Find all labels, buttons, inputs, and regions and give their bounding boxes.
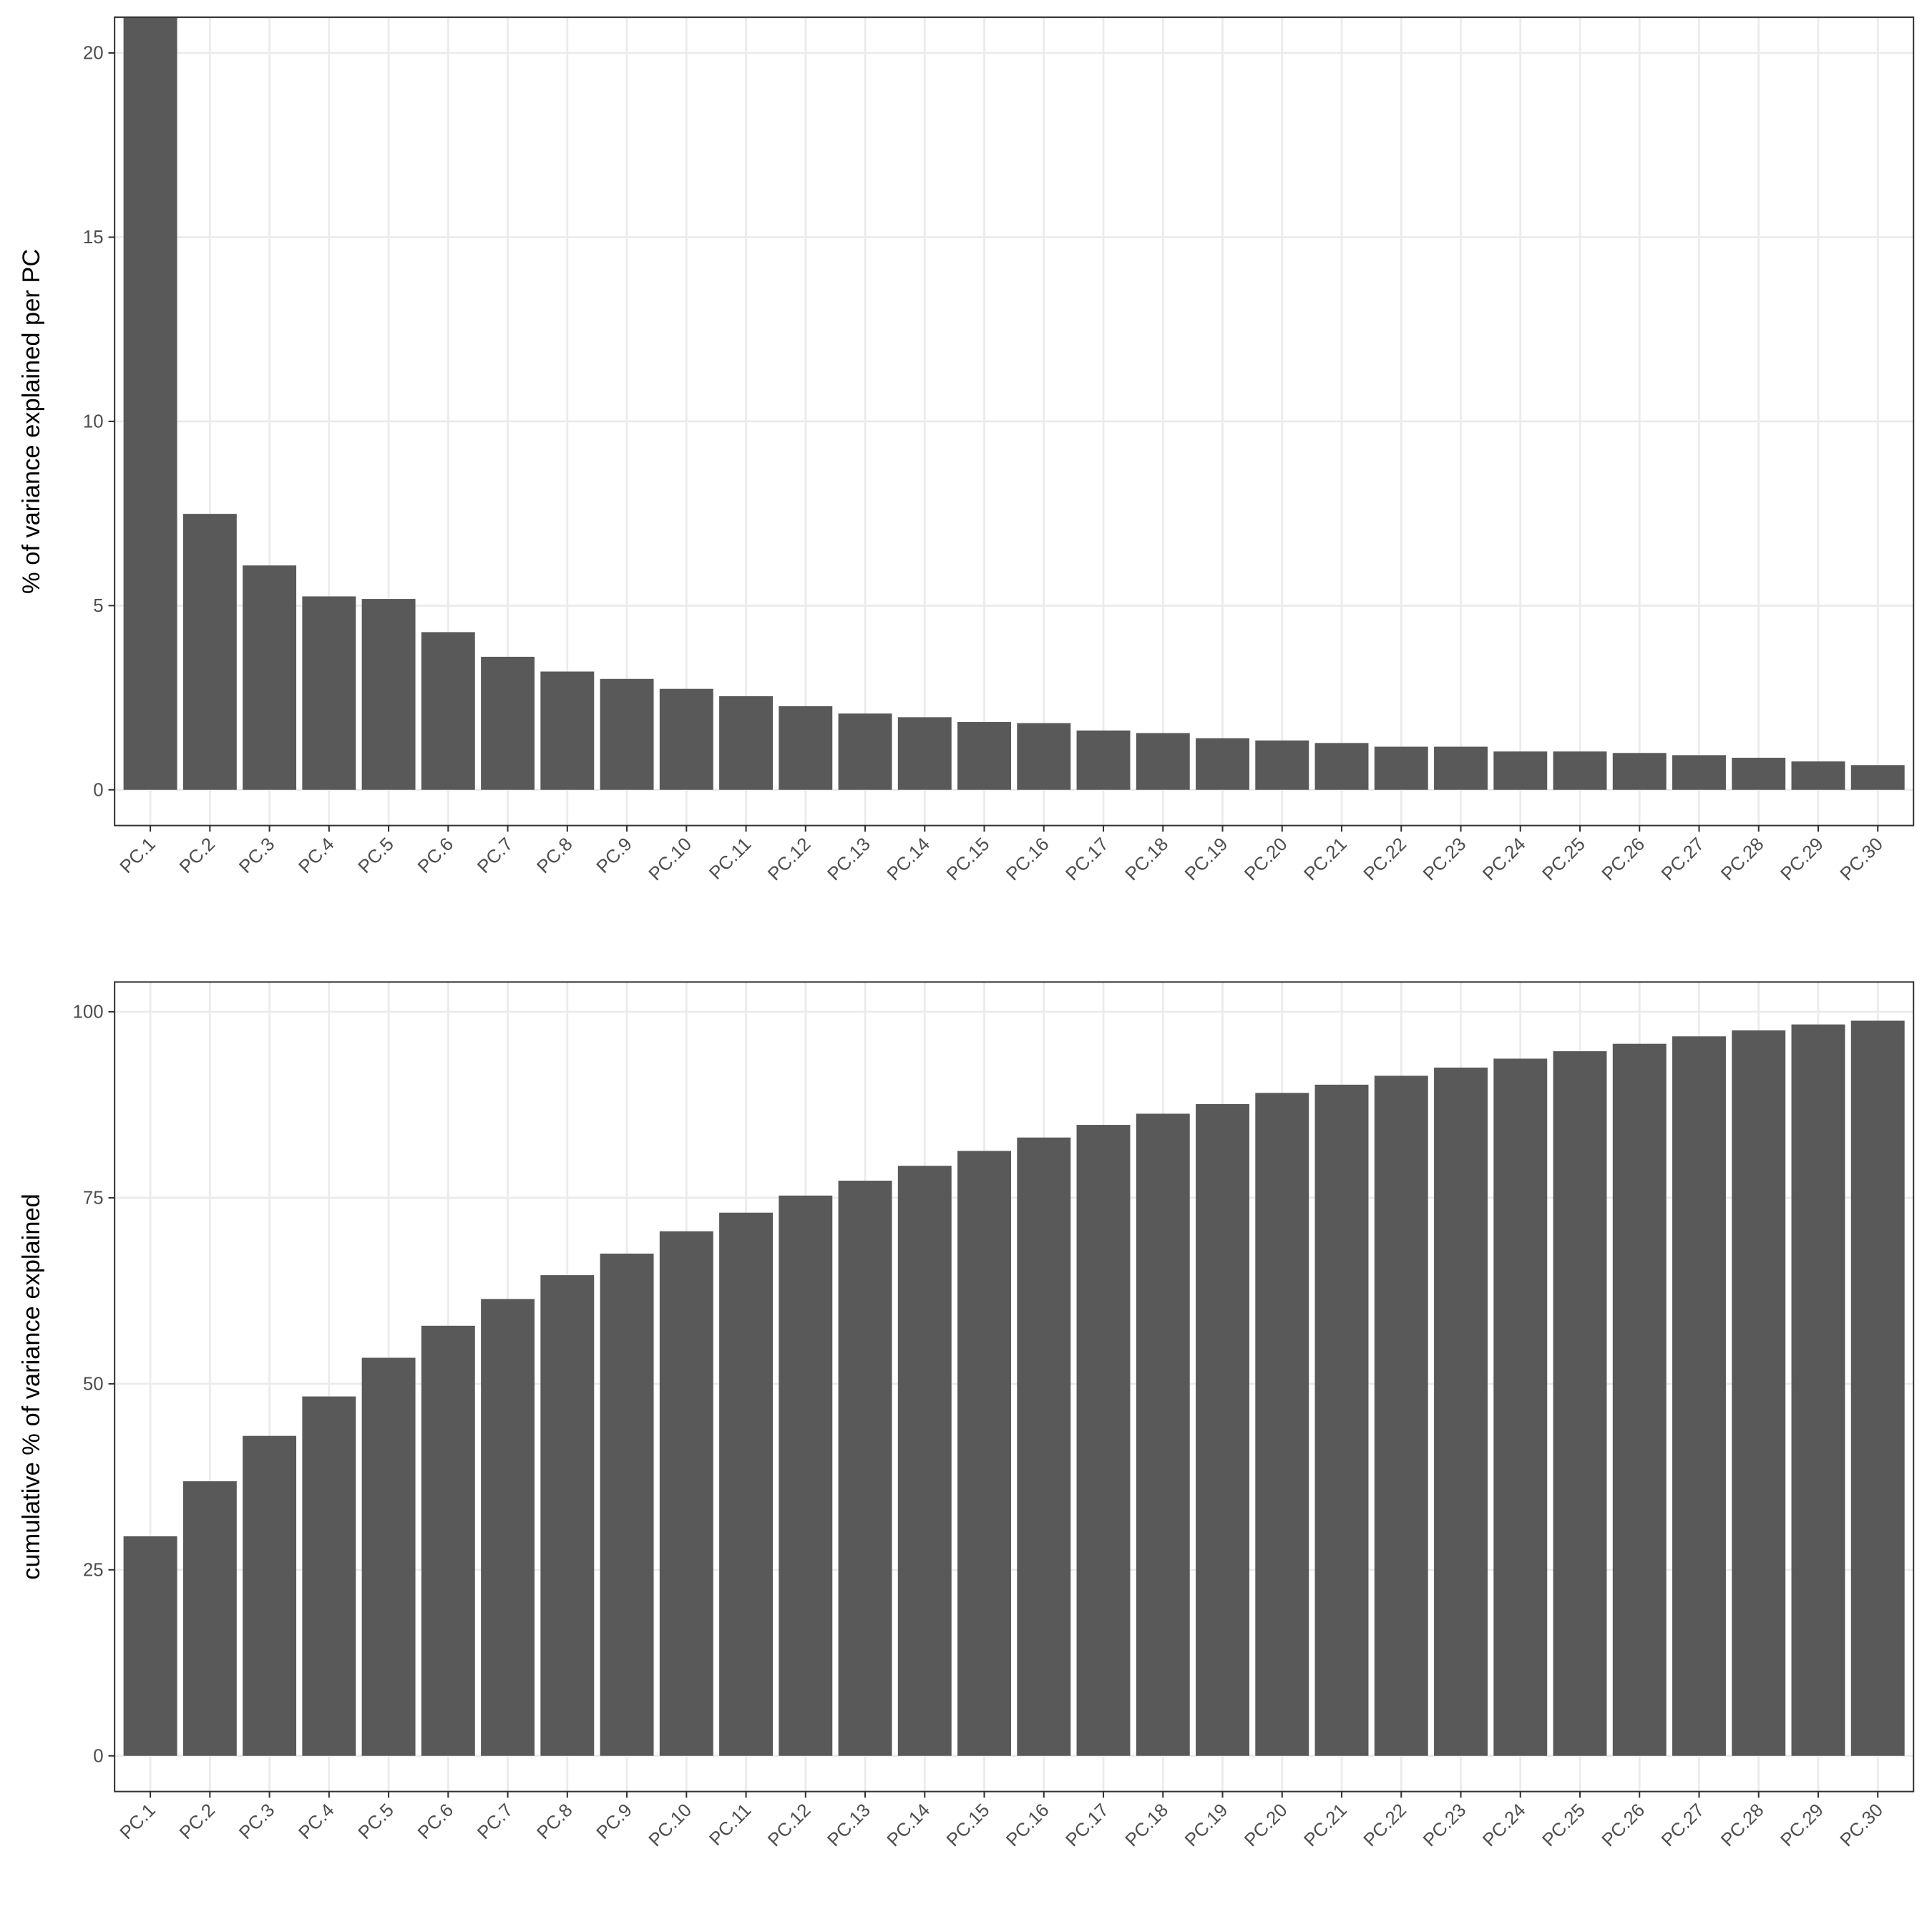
bar	[1553, 751, 1607, 790]
bar	[600, 678, 654, 790]
bar	[481, 656, 535, 790]
bar	[481, 1299, 535, 1756]
y-tick-label: 0	[93, 1746, 103, 1766]
bar	[779, 706, 833, 790]
panel-border	[114, 981, 1915, 1792]
bar	[1732, 757, 1786, 790]
bar	[1850, 1020, 1905, 1756]
bar	[1791, 1024, 1845, 1756]
bar	[243, 565, 297, 790]
bar	[600, 1253, 654, 1756]
bar	[838, 1181, 892, 1756]
bar	[361, 599, 416, 790]
bar	[1374, 746, 1428, 790]
bar	[838, 713, 892, 790]
bar	[1374, 1075, 1428, 1756]
bar	[779, 1195, 833, 1756]
y-tick-label: 20	[83, 44, 104, 64]
bar	[123, 17, 177, 790]
bar	[1076, 1125, 1131, 1756]
bar	[1314, 743, 1369, 790]
bar	[302, 596, 356, 790]
y-axis-title: cumulative % of variance explained	[18, 1194, 45, 1580]
bar	[719, 1212, 774, 1756]
bar	[1493, 751, 1548, 790]
bar	[957, 1151, 1011, 1756]
bar	[1732, 1030, 1786, 1756]
bar	[1672, 1036, 1726, 1756]
bar	[1493, 1058, 1548, 1756]
panel	[114, 982, 1914, 1792]
bar	[1850, 765, 1905, 790]
bar	[361, 1357, 416, 1756]
bar	[243, 1435, 297, 1756]
y-tick-label: 50	[83, 1374, 104, 1394]
bar	[659, 1231, 713, 1756]
bar	[1612, 1043, 1667, 1756]
y-tick-label: 0	[93, 780, 103, 800]
y-tick-label: 75	[83, 1189, 104, 1209]
bar	[1136, 733, 1190, 790]
bar	[302, 1396, 356, 1756]
bar	[182, 514, 237, 790]
bar	[1553, 1051, 1607, 1756]
bar	[182, 1481, 237, 1756]
bar	[1791, 761, 1845, 790]
y-tick-label: 10	[83, 412, 104, 432]
panel	[114, 17, 1914, 826]
bar	[1196, 1103, 1249, 1756]
bar	[1255, 740, 1309, 790]
bar	[1017, 723, 1071, 790]
bar	[897, 717, 952, 790]
bar	[1017, 1137, 1071, 1756]
bar	[719, 696, 774, 790]
bar	[659, 688, 713, 790]
bar	[957, 722, 1011, 790]
y-tick-label: 25	[83, 1560, 104, 1580]
bar	[540, 671, 595, 790]
bar	[540, 1275, 595, 1756]
y-axis-title: % of variance explained per PC	[18, 249, 45, 594]
bar	[123, 1536, 177, 1756]
bar	[1434, 1067, 1488, 1756]
bar	[897, 1166, 952, 1756]
bar	[421, 632, 475, 790]
bar	[1136, 1113, 1190, 1756]
y-tick-label: 5	[93, 596, 103, 616]
bar	[1255, 1093, 1309, 1756]
bar	[1434, 746, 1488, 790]
bar	[421, 1325, 475, 1756]
bar	[1076, 730, 1131, 790]
bar	[1612, 753, 1667, 790]
bar	[1314, 1084, 1369, 1756]
bar	[1196, 738, 1249, 790]
bar	[1672, 755, 1726, 790]
y-tick-label: 15	[83, 228, 104, 248]
y-tick-label: 100	[73, 1002, 104, 1023]
